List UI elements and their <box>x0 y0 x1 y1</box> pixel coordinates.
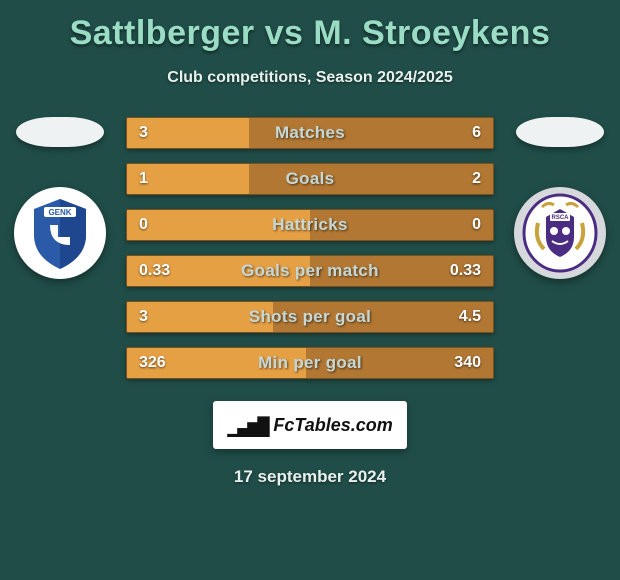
stat-row: 36Matches <box>126 117 494 149</box>
left-jersey-icon <box>16 117 104 147</box>
page-title: Sattlberger vs M. Stroeykens <box>0 0 620 53</box>
right-jersey-icon <box>516 117 604 147</box>
date-label: 17 september 2024 <box>0 467 620 487</box>
chart-icon: ▁▃▅▇ <box>227 413 267 437</box>
stat-label: Matches <box>127 118 493 148</box>
stat-bars: 36Matches 12Goals 00Hattricks 0.330.33Goals… <box>114 117 506 379</box>
stat-label: Hattricks <box>127 210 493 240</box>
right-side: RSCA <box>506 117 614 279</box>
svg-text:GENK: GENK <box>48 208 71 217</box>
stat-row: 326340Min per goal <box>126 347 494 379</box>
svg-text:RSCA: RSCA <box>551 215 569 221</box>
subtitle: Club competitions, Season 2024/2025 <box>0 69 620 87</box>
left-team-crest: GENK <box>14 187 106 279</box>
left-side: GENK <box>6 117 114 279</box>
stat-row: 0.330.33Goals per match <box>126 255 494 287</box>
footer-brand-badge: ▁▃▅▇ FcTables.com <box>213 401 407 449</box>
comparison-content: GENK 36Matches 12Goals 00Hattricks 0.330.33… <box>0 117 620 379</box>
stat-label: Shots per goal <box>127 302 493 332</box>
stat-label: Goals <box>127 164 493 194</box>
right-team-crest: RSCA <box>514 187 606 279</box>
stat-row: 34.5Shots per goal <box>126 301 494 333</box>
stat-label: Goals per match <box>127 256 493 286</box>
stat-row: 00Hattricks <box>126 209 494 241</box>
stat-row: 12Goals <box>126 163 494 195</box>
footer-brand-text: FcTables.com <box>273 415 392 436</box>
stat-label: Min per goal <box>127 348 493 378</box>
